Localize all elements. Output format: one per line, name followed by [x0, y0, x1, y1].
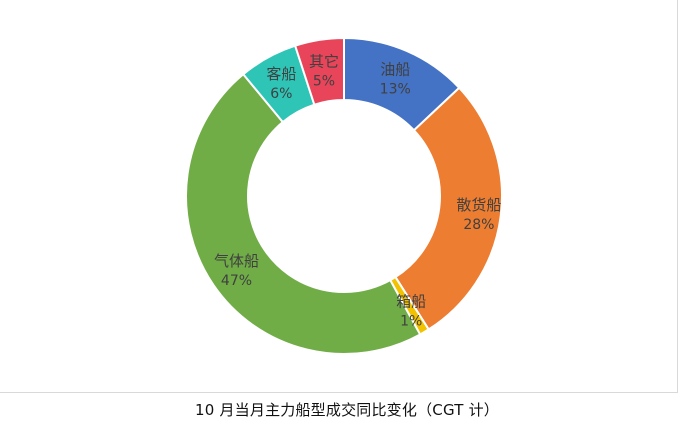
- slice-category-label: 油船: [380, 61, 410, 79]
- donut-chart: 油船 13% 散货船 28% 箱船 1% 气体船 47% 客船 6% 其它 5%: [185, 36, 503, 355]
- slice-percent-label: 47%: [221, 273, 252, 289]
- slice-category-label: 散货船: [456, 196, 501, 214]
- donut-slice-2: [394, 86, 503, 331]
- slice-percent-label: 6%: [270, 86, 292, 102]
- donut-labels: 油船 13% 散货船 28% 箱船 1% 气体船 47% 客船 6% 其它 5%: [214, 53, 501, 330]
- donut-slices: [185, 36, 503, 355]
- chart-area: 油船 13% 散货船 28% 箱船 1% 气体船 47% 客船 6% 其它 5%: [0, 0, 678, 393]
- slice-category-label: 其它: [309, 53, 339, 71]
- slice-percent-label: 5%: [313, 74, 335, 90]
- donut-slice-6: [293, 36, 345, 106]
- slice-percent-label: 13%: [380, 82, 411, 98]
- chart-caption: 10 月当月主力船型成交同比变化（CGT 计）: [195, 401, 499, 419]
- donut-slice-4: [185, 72, 422, 355]
- slice-percent-label: 1%: [400, 314, 422, 330]
- slice-percent-label: 28%: [463, 217, 494, 233]
- slice-category-label: 气体船: [214, 252, 259, 270]
- slice-category-label: 箱船: [396, 293, 426, 311]
- slice-category-label: 客船: [266, 65, 296, 83]
